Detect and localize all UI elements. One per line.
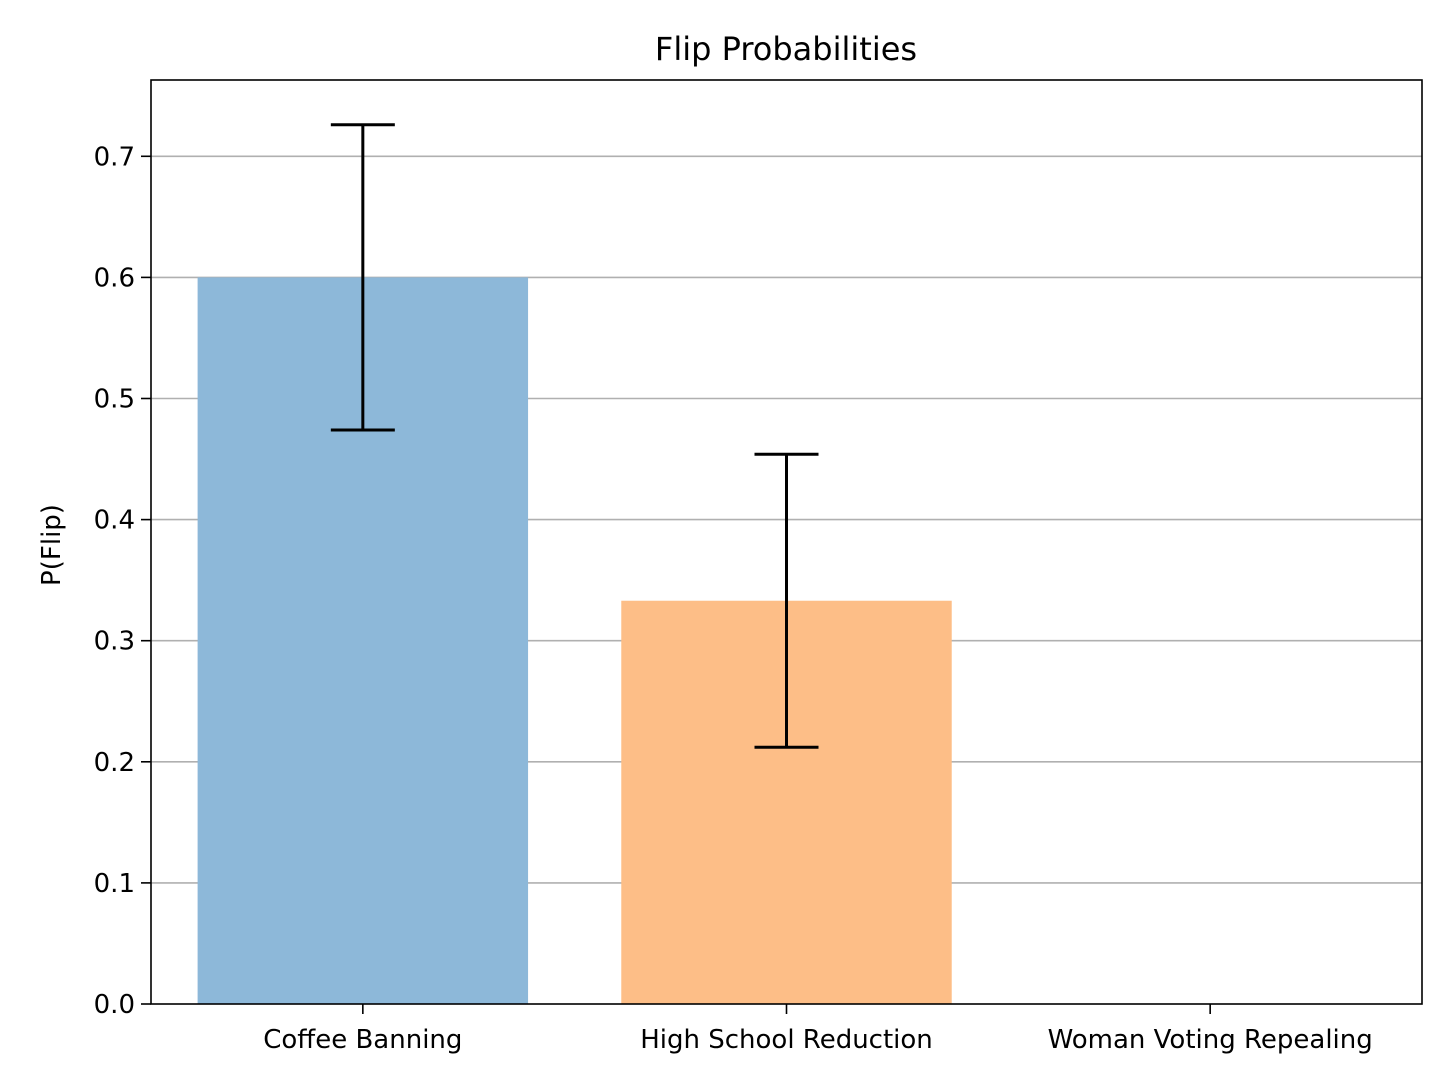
x-tick-label: High School Reduction	[640, 1025, 933, 1055]
y-tick-label: 0.7	[94, 142, 135, 172]
y-ticks: 0.0 0.1 0.2 0.3 0.4 0.5 0.6 0.7	[94, 142, 151, 1020]
y-tick-label: 0.4	[94, 506, 135, 536]
y-tick-label: 0.6	[94, 263, 135, 293]
x-ticks: Coffee Banning High School Reduction Woman…	[263, 1004, 1373, 1055]
chart-title: Flip Probabilities	[655, 30, 917, 68]
y-tick-label: 0.2	[94, 748, 135, 778]
y-tick-label: 0.0	[94, 990, 135, 1020]
y-tick-label: 0.5	[94, 384, 135, 414]
y-tick-label: 0.3	[94, 627, 135, 657]
x-tick-label: Woman Voting Repealing	[1048, 1025, 1373, 1055]
x-tick-label: Coffee Banning	[263, 1025, 462, 1055]
y-tick-label: 0.1	[94, 869, 135, 899]
y-axis-label: P(Flip)	[37, 504, 67, 586]
error-bars	[330, 123, 819, 749]
